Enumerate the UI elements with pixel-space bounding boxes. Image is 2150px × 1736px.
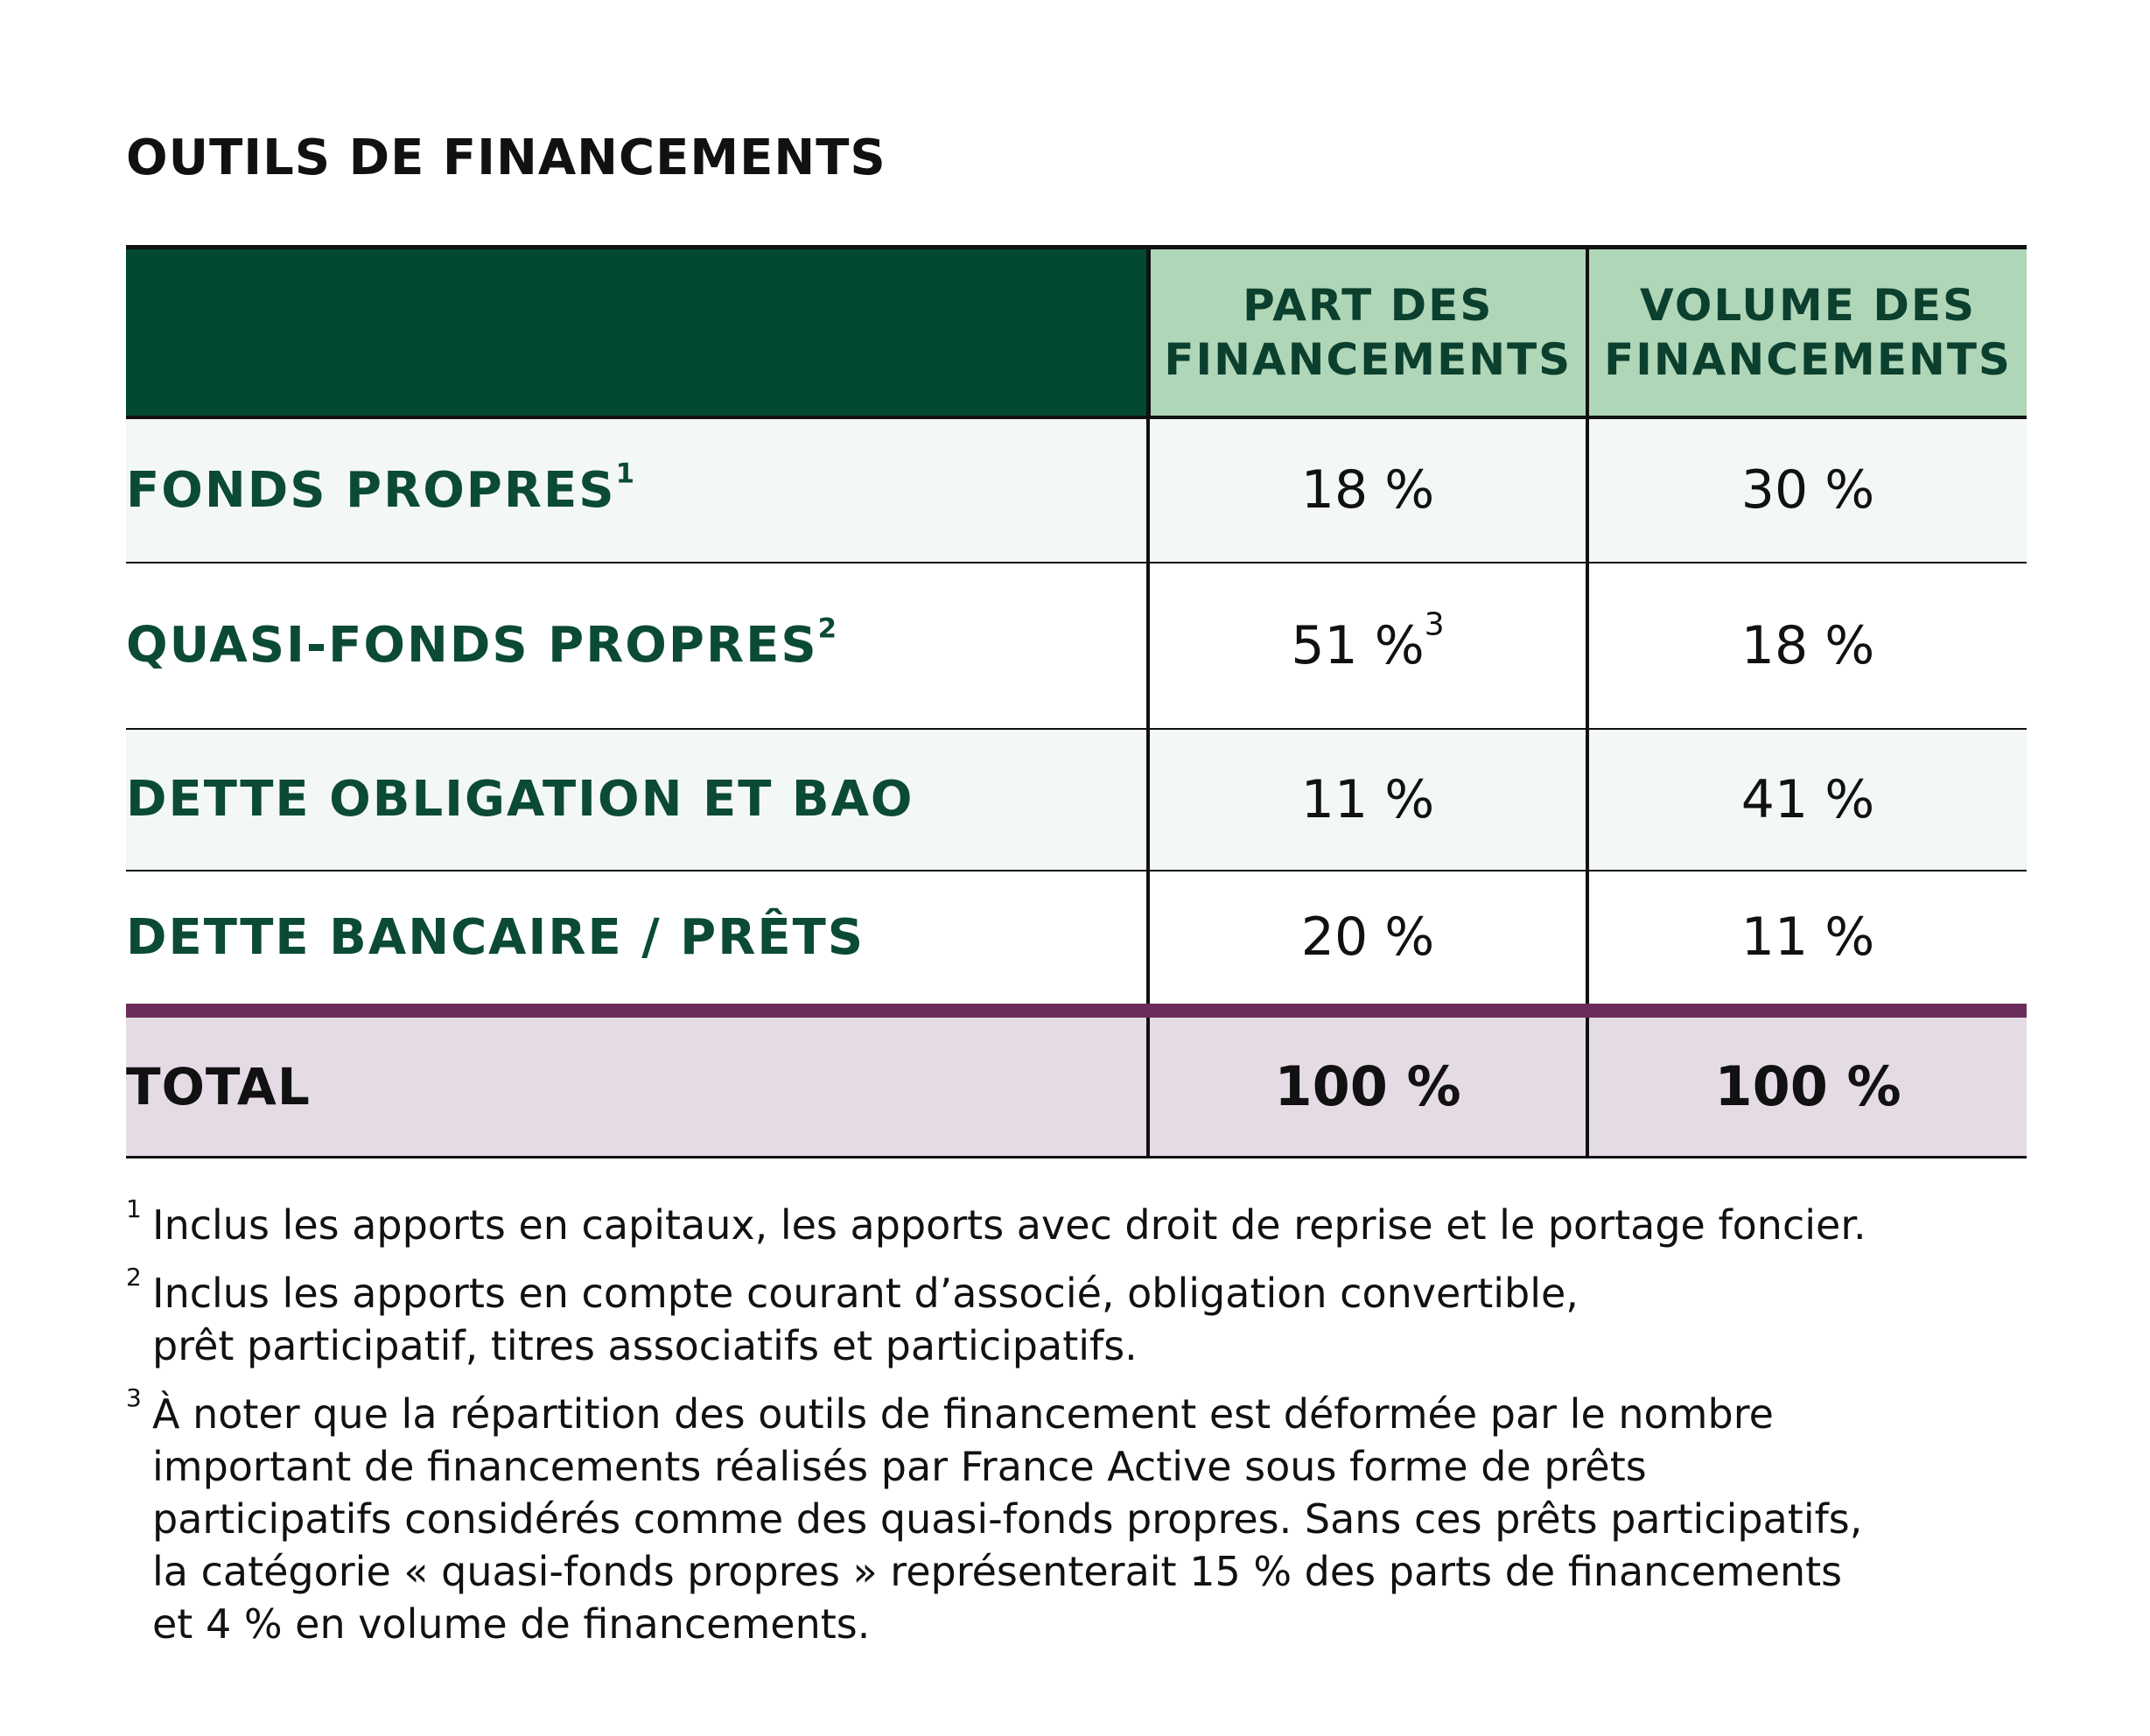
footnote-number: 3	[126, 1383, 142, 1412]
row-part-value: 51 %3	[1146, 562, 1589, 730]
total-label: TOTAL	[126, 1003, 1148, 1158]
row-part-text: 20 %	[1300, 906, 1435, 968]
footnotes: 1 Inclus les apports en capitaux, les app…	[126, 1194, 2069, 1666]
row-label-footnote-ref: 1	[615, 457, 636, 489]
table-row: DETTE BANCAIRE / PRÊTS 20 % 11 %	[126, 870, 2027, 1011]
row-label-text: FONDS PROPRES	[126, 461, 616, 519]
row-label-footnote-ref: 2	[817, 612, 839, 645]
table-header-row: PART DES FINANCEMENTS VOLUME DES FINANCEME…	[126, 245, 2027, 419]
footnote-line: et 4 % en volume de financements.	[152, 1600, 871, 1648]
row-label-text: QUASI-FONDS PROPRES	[126, 617, 818, 674]
footnote-line: Inclus les apports en compte courant d’a…	[152, 1270, 1579, 1317]
table-row: FONDS PROPRES1 18 % 30 %	[126, 416, 2027, 564]
row-label: FONDS PROPRES1	[126, 416, 1148, 564]
row-part-value: 18 %	[1146, 416, 1589, 564]
footnote: 3 À noter que la répartition des outils d…	[126, 1383, 2069, 1650]
header-part: PART DES FINANCEMENTS	[1145, 245, 1589, 419]
row-part-footnote-ref: 3	[1424, 606, 1445, 643]
row-part-value: 20 %	[1146, 870, 1589, 1011]
row-volume-value: 18 %	[1587, 562, 2027, 730]
table-row: DETTE OBLIGATION ET BAO 11 % 41 %	[126, 728, 2027, 872]
total-part-value: 100 %	[1146, 1003, 1589, 1158]
row-label: DETTE BANCAIRE / PRÊTS	[126, 870, 1148, 1011]
row-part-text: 11 %	[1300, 768, 1435, 830]
total-volume-value: 100 %	[1587, 1003, 2027, 1158]
row-volume-value: 41 %	[1587, 728, 2027, 872]
header-volume: VOLUME DES FINANCEMENTS	[1587, 245, 2027, 419]
row-part-text: 51 %	[1291, 614, 1425, 676]
row-label: DETTE OBLIGATION ET BAO	[126, 728, 1148, 872]
row-part-value: 11 %	[1146, 728, 1589, 872]
footnote-line: Inclus les apports en capitaux, les appo…	[152, 1201, 1866, 1249]
footnote-line: important de financements réalisés par F…	[152, 1443, 1647, 1490]
header-corner-cell	[126, 245, 1148, 419]
footnote-line: À noter que la répartition des outils de…	[152, 1390, 1774, 1438]
footnote-number: 1	[126, 1194, 142, 1223]
footnote-line: prêt participatif, titres associatifs et…	[152, 1322, 1138, 1369]
row-label-text: DETTE OBLIGATION ET BAO	[126, 771, 914, 828]
row-volume-value: 30 %	[1587, 416, 2027, 564]
footnote: 1 Inclus les apports en capitaux, les app…	[126, 1194, 2069, 1251]
table-total-row: TOTAL 100 % 100 %	[126, 1003, 2027, 1158]
footnote-line: la catégorie « quasi-fonds propres » rep…	[152, 1548, 1843, 1595]
page-title: OUTILS DE FINANCEMENTS	[126, 130, 886, 186]
row-part-text: 18 %	[1300, 459, 1435, 521]
row-label-text: DETTE BANCAIRE / PRÊTS	[126, 908, 865, 966]
footnote-number: 2	[126, 1263, 142, 1292]
footnote: 2 Inclus les apports en compte courant d’…	[126, 1263, 2069, 1372]
table-row: QUASI-FONDS PROPRES2 51 %3 18 %	[126, 562, 2027, 730]
row-label: QUASI-FONDS PROPRES2	[126, 562, 1148, 730]
row-volume-value: 11 %	[1587, 870, 2027, 1011]
financing-tools-table: PART DES FINANCEMENTS VOLUME DES FINANCEME…	[126, 245, 2027, 1158]
footnote-line: participatifs considérés comme des quasi…	[152, 1495, 1863, 1543]
